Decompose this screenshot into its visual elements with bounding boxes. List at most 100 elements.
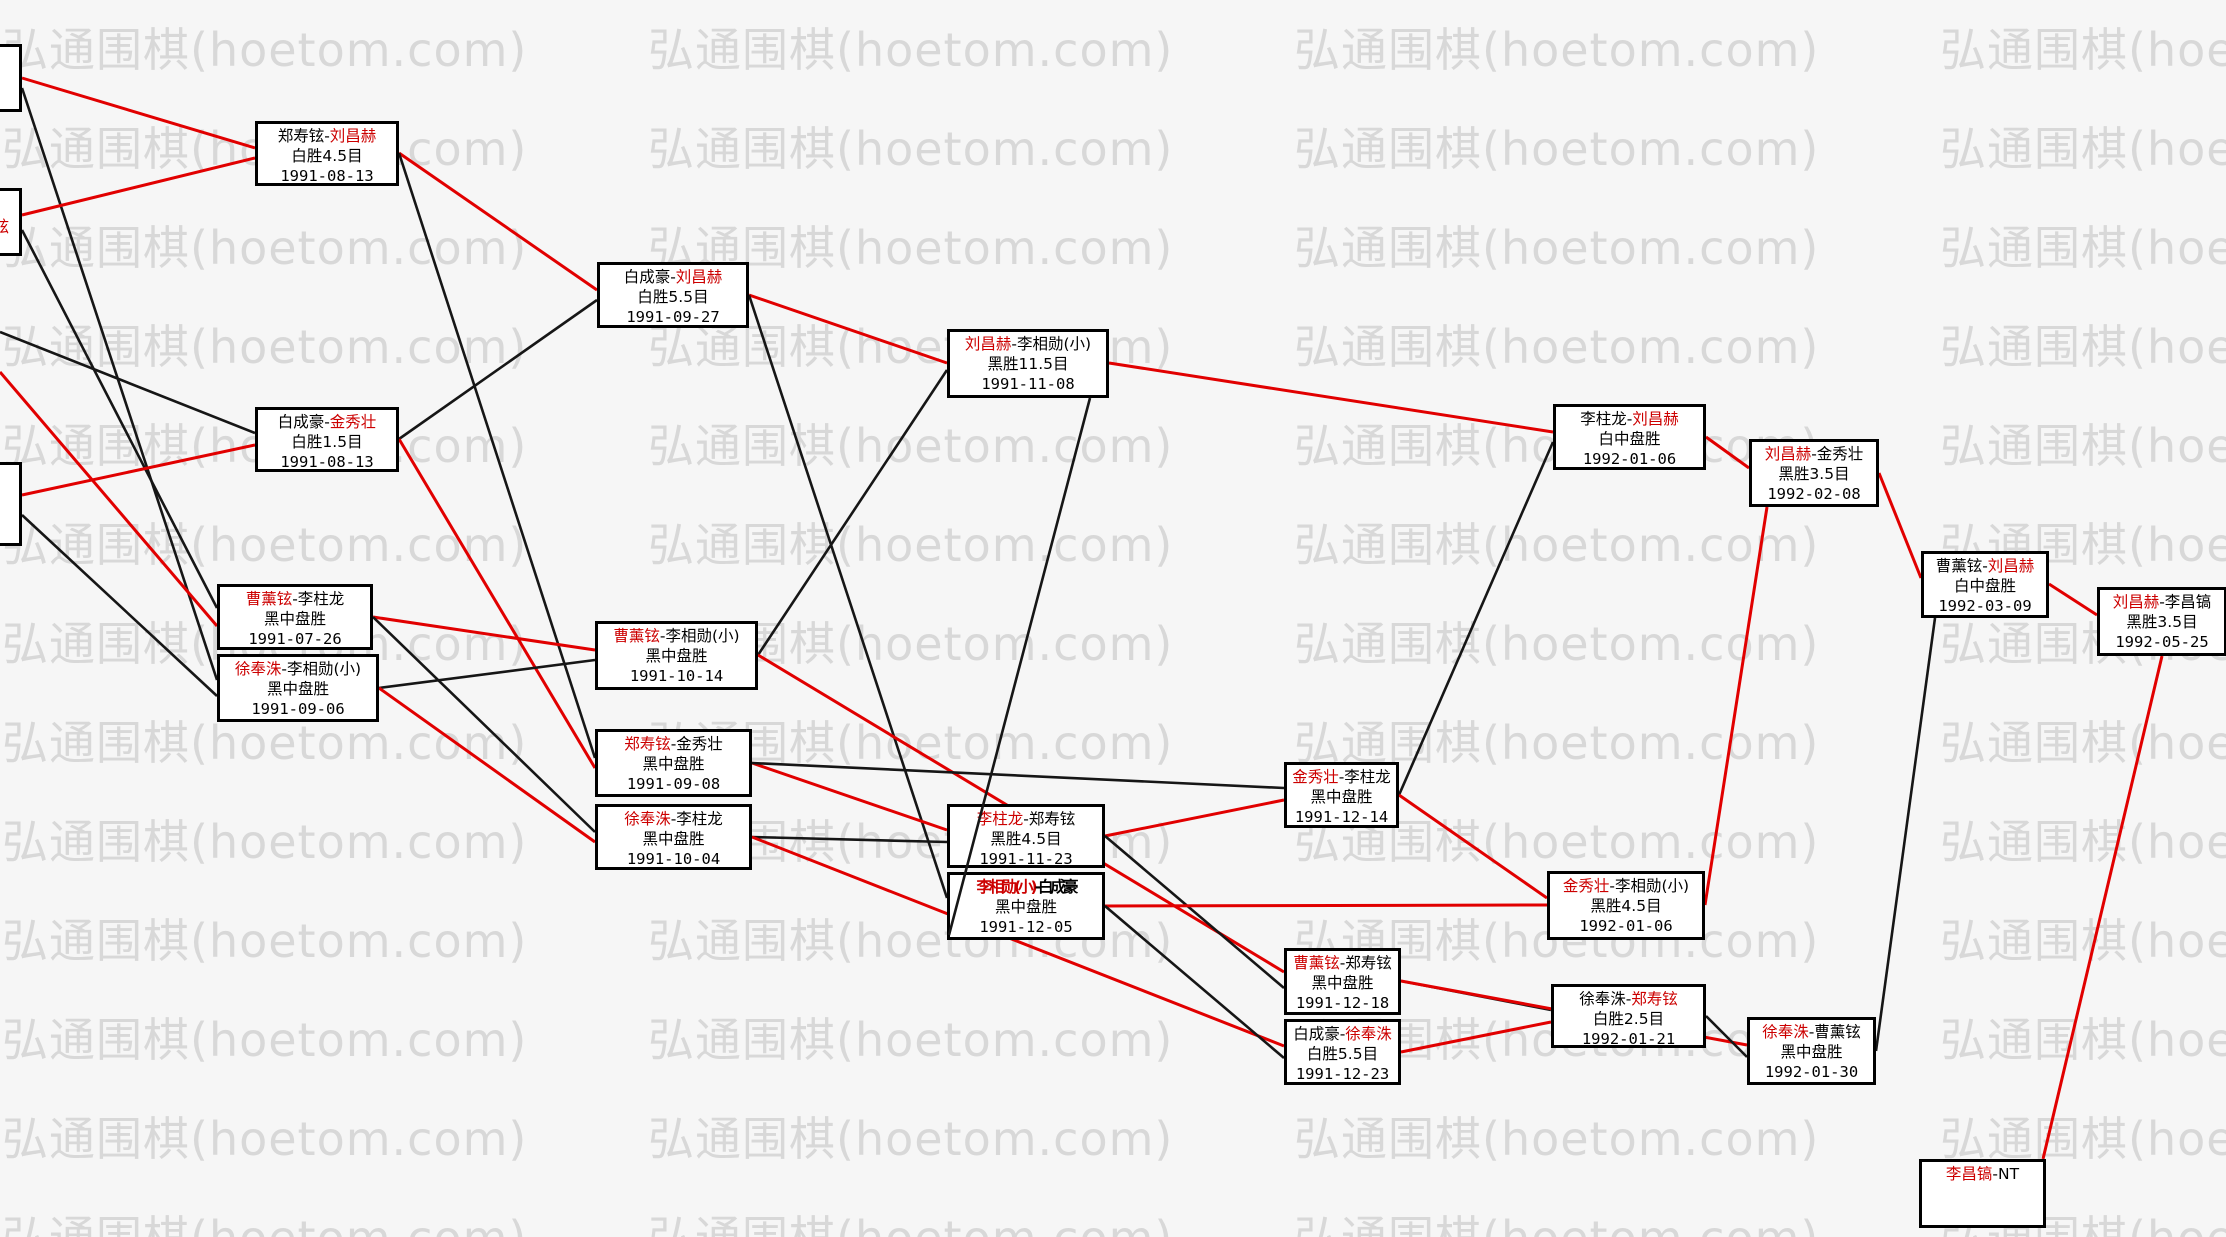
watermark-text: 弘通围棋(hoetom.com) xyxy=(2,1013,528,1067)
black-player-name: 李昌镐 xyxy=(1945,1165,1993,1183)
black-player-name: 李相勋(小) xyxy=(976,878,1037,896)
game-date: 1991-08-13 xyxy=(280,453,374,471)
winner-path-line xyxy=(1877,472,1923,579)
white-player-name: 李相勋(小) xyxy=(665,627,740,645)
white-player-name: 刘昌赫 xyxy=(675,268,723,286)
game-box-B18[interactable]: 徐奉洙-曹薰铉 黑中盘胜 1992-01-30 xyxy=(1747,1017,1876,1085)
game-title: 曹薰铉-李相勋(小) xyxy=(613,627,740,645)
game-box-B15[interactable]: 李柱龙-刘昌赫 白中盘胜 1992-01-06 xyxy=(1553,404,1706,470)
game-result: 黑中盘胜 xyxy=(1310,788,1373,806)
game-date: 1991-07-26 xyxy=(248,630,342,648)
game-result: 白中盘胜 xyxy=(1953,577,2016,595)
winner-path-line xyxy=(2041,655,2164,1160)
game-result: 黑中盘胜 xyxy=(263,610,326,628)
watermark-text: 弘通围棋(hoetom.com) xyxy=(648,518,1174,572)
black-player-name: 刘昌赫 xyxy=(1764,445,1812,463)
game-result: 黑胜3.5目 xyxy=(1778,465,1850,483)
loser-path-line xyxy=(1874,617,1937,1052)
game-result: 黑胜4.5目 xyxy=(990,830,1062,848)
white-player-name: 刘昌赫 xyxy=(1987,557,2035,575)
game-box-B4[interactable]: 徐奉洙-李相勋(小) 黑中盘胜 1991-09-06 xyxy=(217,654,379,722)
game-box-B11[interactable]: 李相勋(小)-白成豪 黑中盘胜 1991-12-05 xyxy=(947,872,1105,940)
game-date: 1991-10-14 xyxy=(629,667,724,685)
game-box-B3[interactable]: 曹薰铉-李柱龙 黑中盘胜 1991-07-26 xyxy=(217,584,373,650)
winner-path-line xyxy=(378,686,596,844)
black-player-name: 郑寿铉 xyxy=(277,127,325,145)
game-date: 1991-12-18 xyxy=(1295,994,1390,1012)
black-player-name: 刘昌赫 xyxy=(964,335,1012,353)
white-player-name: 李柱龙 xyxy=(297,590,345,608)
game-box-B20[interactable]: 曹薰铉-刘昌赫 白中盘胜 1992-03-09 xyxy=(1921,551,2049,618)
game-result: 白中盘胜 xyxy=(1598,430,1661,448)
watermark-text: 弘通围棋(hoetom.com) xyxy=(648,23,1174,77)
game-date: 1991-10-04 xyxy=(626,850,721,868)
black-player-name: 曹薰铉 xyxy=(1293,954,1340,972)
watermark-text: 弘通围棋(hoetom.com) xyxy=(2,815,528,869)
game-date: 1991-09-27 xyxy=(626,308,720,326)
game-result: 白胜5.5目 xyxy=(637,288,709,306)
game-box-B8[interactable]: 徐奉洙-李柱龙 黑中盘胜 1991-10-04 xyxy=(595,804,752,870)
watermark-text: 弘通围棋(hoetom.com) xyxy=(1294,617,1820,671)
game-result: 黑中盘胜 xyxy=(642,830,705,848)
watermark-text: 弘通围棋(hoetom.com) xyxy=(648,1013,1174,1067)
game-box-B13[interactable]: 曹薰铉-郑寿铉 黑中盘胜 1991-12-18 xyxy=(1284,948,1401,1015)
game-box-B5[interactable]: 白成豪-刘昌赫 白胜5.5目 1991-09-27 xyxy=(597,262,749,328)
watermark-text: 弘通围棋(hoetom.com) xyxy=(1294,518,1820,572)
loser-path-line xyxy=(751,835,948,844)
white-player-name: 金秀壮 xyxy=(329,413,377,431)
game-box-B22[interactable]: 李昌镐-NT xyxy=(1919,1159,2046,1228)
game-box-B7[interactable]: 郑寿铉-金秀壮 黑中盘胜 1991-09-08 xyxy=(595,729,752,797)
white-player-name: 李相勋(小) xyxy=(1017,335,1092,353)
game-box-B21[interactable]: 刘昌赫-李昌镐 黑胜3.5目 1992-05-25 xyxy=(2097,587,2226,656)
black-player-name: 曹薰铉 xyxy=(1935,557,1983,575)
game-date: 1991-11-08 xyxy=(981,375,1075,393)
game-box-B10[interactable]: 李柱龙-郑寿铉 黑胜4.5目 1991-11-23 xyxy=(947,804,1105,868)
winner-path-line xyxy=(751,761,948,832)
white-player-name: 李相勋(小) xyxy=(287,660,362,678)
loser-path-line xyxy=(0,330,256,435)
game-title: 曹薰铉-刘昌赫 xyxy=(1935,557,2035,575)
game-box-B2[interactable]: 白成豪-金秀壮 白胜1.5目 1991-08-13 xyxy=(255,407,399,472)
black-player-name: 金秀壮 xyxy=(1562,877,1610,895)
game-date: 1992-01-06 xyxy=(1582,450,1677,468)
game-date: 1991-09-08 xyxy=(626,775,721,793)
game-result: 黑胜4.5目 xyxy=(1590,897,1662,915)
game-box-B17[interactable]: 徐奉洙-郑寿铉 白胜2.5目 1992-01-21 xyxy=(1551,984,1706,1048)
game-box-B9[interactable]: 刘昌赫-李相勋(小) 黑胜11.5目 1991-11-08 xyxy=(947,329,1109,398)
game-box-B6[interactable]: 曹薰铉-李相勋(小) 黑中盘胜 1991-10-14 xyxy=(595,621,758,690)
game-title: 李相勋(小)-白成豪 xyxy=(976,878,1078,896)
winner-path-line xyxy=(1108,361,1554,434)
winner-path-line xyxy=(1104,903,1548,908)
game-box-B14[interactable]: 白成豪-徐奉洙 白胜5.5目 1991-12-23 xyxy=(1284,1019,1401,1085)
watermark-text: 弘通围棋(hoetom.com) xyxy=(1940,122,2226,176)
winner-path-line xyxy=(0,371,219,627)
game-result: 黑中盘胜 xyxy=(266,680,329,698)
game-box-B19[interactable]: 刘昌赫-金秀壮 黑胜3.5目 1992-02-08 xyxy=(1749,439,1879,507)
game-box-B16[interactable]: 金秀壮-李相勋(小) 黑胜4.5目 1992-01-06 xyxy=(1547,871,1705,940)
watermark-text: 弘通围棋(hoetom.com) xyxy=(648,122,1174,176)
winner-path-line xyxy=(372,615,596,652)
loser-path-line xyxy=(21,514,218,697)
watermark-text: 弘通围棋(hoetom.com) xyxy=(1940,320,2226,374)
winner-path-line xyxy=(397,438,597,769)
game-result: 白胜2.5目 xyxy=(1592,1010,1665,1028)
game-result: 黑中盘胜 xyxy=(642,755,705,773)
loser-path-line xyxy=(398,298,598,441)
black-player-name: 曹薰铉 xyxy=(245,590,293,608)
game-title: 徐奉洙-郑寿铉 xyxy=(1579,990,1678,1008)
black-player-name: 李柱龙 xyxy=(976,810,1024,828)
winner-path-line xyxy=(398,151,598,292)
loser-path-line xyxy=(1104,835,1285,989)
black-player-name: 白成豪 xyxy=(277,413,325,431)
loser-path-line xyxy=(1104,905,1285,1059)
game-title: 郑寿铉-刘昌赫 xyxy=(277,127,377,145)
game-box-B1[interactable]: 郑寿铉-刘昌赫 白胜4.5目 1991-08-13 xyxy=(255,121,399,186)
winner-path-line xyxy=(748,293,948,365)
white-player-name: 刘昌赫 xyxy=(1632,410,1679,428)
game-result: 黑中盘胜 xyxy=(645,647,708,665)
game-result: 白胜1.5目 xyxy=(291,433,363,451)
watermark-text: 弘通围棋(hoetom.com) xyxy=(1940,23,2226,77)
game-box-B12[interactable]: 金秀壮-李柱龙 黑中盘胜 1991-12-14 xyxy=(1284,762,1399,828)
white-player-name: 郑寿铉 xyxy=(1028,810,1076,828)
winner-path-line xyxy=(1703,506,1769,906)
